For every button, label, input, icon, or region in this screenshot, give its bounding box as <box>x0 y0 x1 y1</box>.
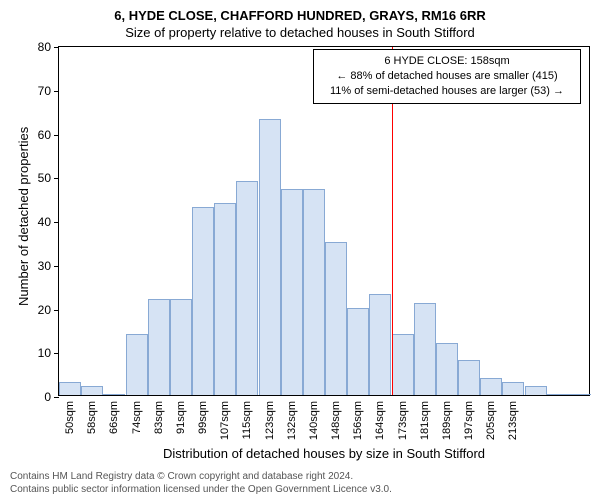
ytick-label: 30 <box>38 259 51 273</box>
xtick-label: 132sqm <box>286 401 298 440</box>
histogram-bar <box>392 334 414 395</box>
histogram-bar <box>458 360 480 395</box>
histogram-bar <box>325 242 347 395</box>
xtick-label: 173sqm <box>397 401 409 440</box>
xtick-label: 83sqm <box>153 401 165 434</box>
histogram-bar <box>103 394 125 395</box>
histogram-bar <box>347 308 369 396</box>
histogram-bar <box>369 294 391 395</box>
annotation-line1: 6 HYDE CLOSE: 158sqm <box>324 54 570 69</box>
ytick-line <box>54 266 59 267</box>
annotation-line2: ← 88% of detached houses are smaller (41… <box>324 69 570 84</box>
footer-attribution: Contains HM Land Registry data © Crown c… <box>10 470 392 496</box>
ytick-label: 10 <box>38 346 51 360</box>
chart-title-sub: Size of property relative to detached ho… <box>0 23 600 40</box>
ytick-line <box>54 397 59 398</box>
histogram-bar <box>81 386 103 395</box>
footer-line1: Contains HM Land Registry data © Crown c… <box>10 470 392 483</box>
xtick-label: 205sqm <box>485 401 497 440</box>
xtick-label: 107sqm <box>219 401 231 440</box>
histogram-bar <box>236 181 258 395</box>
xtick-label: 148sqm <box>330 401 342 440</box>
xtick-label: 115sqm <box>241 401 253 439</box>
ytick-label: 80 <box>38 40 51 54</box>
ytick-label: 60 <box>38 128 51 142</box>
ytick-label: 40 <box>38 215 51 229</box>
ytick-label: 0 <box>44 390 51 404</box>
footer-line2: Contains public sector information licen… <box>10 483 392 496</box>
histogram-bar <box>436 343 458 396</box>
xtick-label: 140sqm <box>308 401 320 440</box>
histogram-bar <box>59 382 81 395</box>
x-axis-label: Distribution of detached houses by size … <box>58 446 590 461</box>
histogram-bar <box>480 378 502 396</box>
histogram-bar <box>214 203 236 396</box>
xtick-label: 58sqm <box>86 401 98 434</box>
histogram-bar <box>192 207 214 395</box>
annotation-line3: 11% of semi-detached houses are larger (… <box>324 84 570 99</box>
ytick-line <box>54 91 59 92</box>
histogram-bar <box>569 394 591 395</box>
histogram-bar <box>281 189 303 395</box>
plot-area: 0102030405060708050sqm58sqm66sqm74sqm83s… <box>58 46 590 396</box>
histogram-bar <box>170 299 192 395</box>
xtick-label: 181sqm <box>419 401 431 440</box>
ytick-line <box>54 222 59 223</box>
histogram-bar <box>547 394 569 395</box>
histogram-bar <box>259 119 281 395</box>
xtick-label: 50sqm <box>64 401 76 434</box>
ytick-line <box>54 135 59 136</box>
ytick-line <box>54 178 59 179</box>
xtick-label: 213sqm <box>507 401 519 440</box>
xtick-label: 156sqm <box>352 401 364 440</box>
xtick-label: 189sqm <box>441 401 453 440</box>
xtick-label: 74sqm <box>131 401 143 434</box>
xtick-label: 123sqm <box>264 401 276 440</box>
xtick-label: 99sqm <box>197 401 209 434</box>
chart-container: 6, HYDE CLOSE, CHAFFORD HUNDRED, GRAYS, … <box>0 0 600 500</box>
annotation-box: 6 HYDE CLOSE: 158sqm← 88% of detached ho… <box>313 49 581 104</box>
ytick-line <box>54 47 59 48</box>
ytick-label: 70 <box>38 84 51 98</box>
histogram-bar <box>126 334 148 395</box>
ytick-line <box>54 310 59 311</box>
xtick-label: 164sqm <box>374 401 386 440</box>
histogram-bar <box>414 303 436 395</box>
histogram-bar <box>148 299 170 395</box>
y-axis-label: Number of detached properties <box>16 127 31 306</box>
ytick-label: 50 <box>38 171 51 185</box>
ytick-line <box>54 353 59 354</box>
ytick-label: 20 <box>38 303 51 317</box>
histogram-bar <box>502 382 524 395</box>
xtick-label: 197sqm <box>463 401 475 440</box>
xtick-label: 91sqm <box>175 401 187 434</box>
xtick-label: 66sqm <box>108 401 120 434</box>
histogram-bar <box>525 386 547 395</box>
histogram-bar <box>303 189 325 395</box>
chart-title-address: 6, HYDE CLOSE, CHAFFORD HUNDRED, GRAYS, … <box>0 0 600 23</box>
